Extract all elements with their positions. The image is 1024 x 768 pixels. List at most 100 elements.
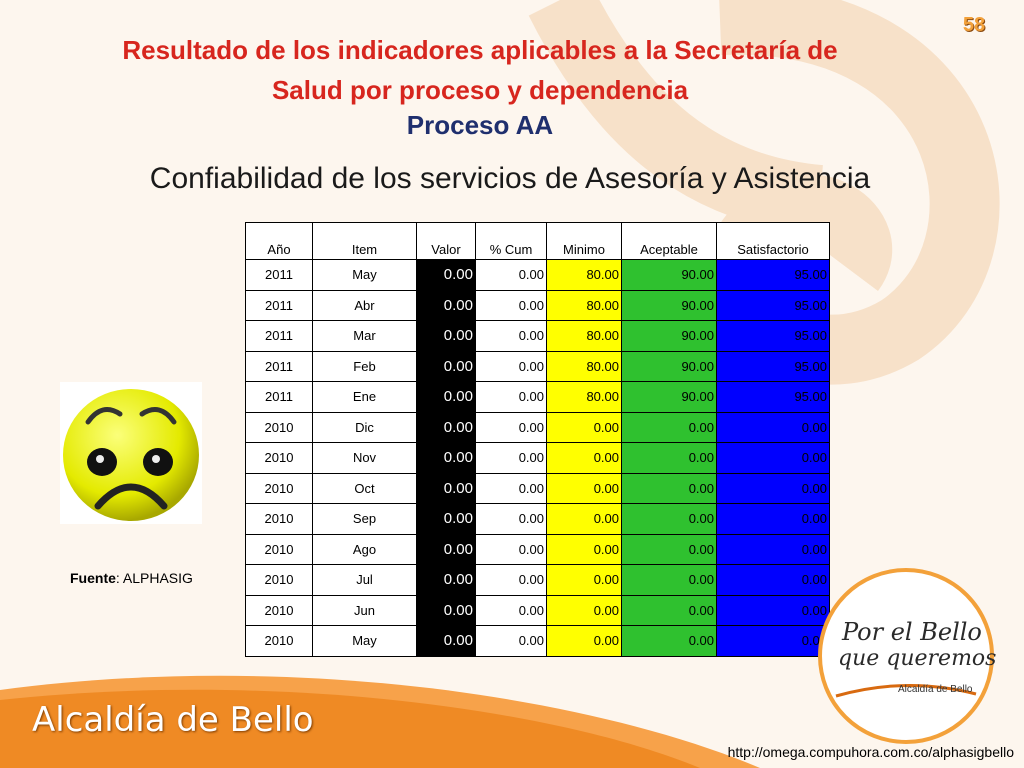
cell-cum: 0.00 xyxy=(475,533,547,565)
cell-item: Dic xyxy=(312,411,417,443)
cell-item: Sep xyxy=(312,503,417,535)
cell-ano: 2011 xyxy=(245,259,313,291)
cell-satisfactorio: 95.00 xyxy=(716,259,830,291)
cell-aceptable: 90.00 xyxy=(621,289,717,321)
cell-valor: 0.00 xyxy=(416,259,476,291)
cell-valor: 0.00 xyxy=(416,503,476,535)
bello-badge-logo xyxy=(818,568,994,744)
cell-valor: 0.00 xyxy=(416,625,476,657)
cell-ano: 2010 xyxy=(245,564,313,596)
cell-aceptable: 0.00 xyxy=(621,625,717,657)
cell-ano: 2010 xyxy=(245,442,313,474)
cell-ano: 2011 xyxy=(245,381,313,413)
cell-valor: 0.00 xyxy=(416,594,476,626)
cell-item: Ene xyxy=(312,381,417,413)
cell-cum: 0.00 xyxy=(475,503,547,535)
cell-cum: 0.00 xyxy=(475,625,547,657)
cell-aceptable: 90.00 xyxy=(621,320,717,352)
cell-aceptable: 0.00 xyxy=(621,533,717,565)
header-satisfactorio: Satisfactorio xyxy=(716,222,830,260)
cell-satisfactorio: 0.00 xyxy=(716,564,830,596)
cell-satisfactorio: 0.00 xyxy=(716,411,830,443)
table-row: 2011 May 0.00 0.00 80.00 90.00 95.00 xyxy=(245,259,830,291)
cell-minimo: 0.00 xyxy=(546,472,622,504)
cell-cum: 0.00 xyxy=(475,594,547,626)
cell-item: Jul xyxy=(312,564,417,596)
cell-aceptable: 0.00 xyxy=(621,472,717,504)
cell-cum: 0.00 xyxy=(475,350,547,382)
cell-item: Mar xyxy=(312,320,417,352)
cell-valor: 0.00 xyxy=(416,350,476,382)
cell-minimo: 80.00 xyxy=(546,381,622,413)
cell-ano: 2010 xyxy=(245,411,313,443)
cell-aceptable: 90.00 xyxy=(621,259,717,291)
indicator-table: Año Item Valor % Cum Minimo Aceptable Sa… xyxy=(245,222,830,657)
cell-aceptable: 90.00 xyxy=(621,381,717,413)
cell-minimo: 80.00 xyxy=(546,259,622,291)
cell-minimo: 0.00 xyxy=(546,594,622,626)
slide-title: Resultado de los indicadores aplicables … xyxy=(122,35,838,105)
cell-cum: 0.00 xyxy=(475,442,547,474)
cell-ano: 2010 xyxy=(245,533,313,565)
cell-minimo: 0.00 xyxy=(546,442,622,474)
cell-minimo: 80.00 xyxy=(546,289,622,321)
alcaldia-logo-text: Alcaldía de Bello xyxy=(32,700,314,740)
cell-valor: 0.00 xyxy=(416,533,476,565)
cell-minimo: 0.00 xyxy=(546,533,622,565)
slide-subtitle: Proceso AA xyxy=(406,110,554,140)
cell-ano: 2010 xyxy=(245,594,313,626)
cell-item: Ago xyxy=(312,533,417,565)
cell-minimo: 0.00 xyxy=(546,411,622,443)
header-cum: % Cum xyxy=(475,222,547,260)
cell-ano: 2010 xyxy=(245,472,313,504)
cell-ano: 2011 xyxy=(245,289,313,321)
table-row: 2010 May 0.00 0.00 0.00 0.00 0.00 xyxy=(245,625,830,657)
header-item: Item xyxy=(312,222,417,260)
badge-line1: Por el Bello xyxy=(842,618,982,646)
cell-satisfactorio: 0.00 xyxy=(716,533,830,565)
cell-valor: 0.00 xyxy=(416,472,476,504)
cell-valor: 0.00 xyxy=(416,320,476,352)
table-row: 2010 Jun 0.00 0.00 0.00 0.00 0.00 xyxy=(245,594,830,626)
cell-cum: 0.00 xyxy=(475,289,547,321)
source-value: : ALPHASIG xyxy=(115,570,193,586)
cell-ano: 2010 xyxy=(245,503,313,535)
indicator-title: Confiabilidad de los servicios de Asesor… xyxy=(149,162,871,195)
cell-item: May xyxy=(312,259,417,291)
cell-minimo: 0.00 xyxy=(546,625,622,657)
cell-valor: 0.00 xyxy=(416,381,476,413)
table-row: 2010 Sep 0.00 0.00 0.00 0.00 0.00 xyxy=(245,503,830,535)
table-row: 2010 Ago 0.00 0.00 0.00 0.00 0.00 xyxy=(245,533,830,565)
cell-satisfactorio: 95.00 xyxy=(716,381,830,413)
cell-minimo: 0.00 xyxy=(546,564,622,596)
cell-minimo: 80.00 xyxy=(546,350,622,382)
cell-ano: 2010 xyxy=(245,625,313,657)
cell-valor: 0.00 xyxy=(416,411,476,443)
cell-aceptable: 0.00 xyxy=(621,594,717,626)
page-number: 58 xyxy=(962,14,986,36)
cell-satisfactorio: 95.00 xyxy=(716,320,830,352)
cell-aceptable: 0.00 xyxy=(621,564,717,596)
table-header-row: Año Item Valor % Cum Minimo Aceptable Sa… xyxy=(245,222,830,260)
cell-satisfactorio: 0.00 xyxy=(716,472,830,504)
header-minimo: Minimo xyxy=(546,222,622,260)
cell-satisfactorio: 95.00 xyxy=(716,289,830,321)
cell-valor: 0.00 xyxy=(416,564,476,596)
table-row: 2010 Nov 0.00 0.00 0.00 0.00 0.00 xyxy=(245,442,830,474)
source-label: Fuente xyxy=(70,570,116,586)
badge-line3: Alcaldía de Bello xyxy=(898,684,973,695)
cell-satisfactorio: 0.00 xyxy=(716,594,830,626)
cell-cum: 0.00 xyxy=(475,320,547,352)
table-row: 2011 Feb 0.00 0.00 80.00 90.00 95.00 xyxy=(245,350,830,382)
table-row: 2011 Ene 0.00 0.00 80.00 90.00 95.00 xyxy=(245,381,830,413)
cell-ano: 2011 xyxy=(245,320,313,352)
table-row: 2010 Dic 0.00 0.00 0.00 0.00 0.00 xyxy=(245,411,830,443)
cell-cum: 0.00 xyxy=(475,381,547,413)
table-row: 2010 Jul 0.00 0.00 0.00 0.00 0.00 xyxy=(245,564,830,596)
cell-aceptable: 0.00 xyxy=(621,411,717,443)
cell-satisfactorio: 0.00 xyxy=(716,442,830,474)
cell-item: Nov xyxy=(312,442,417,474)
header-ano: Año xyxy=(245,222,313,260)
source-note: Fuente: ALPHASIG xyxy=(70,570,193,586)
cell-item: Feb xyxy=(312,350,417,382)
